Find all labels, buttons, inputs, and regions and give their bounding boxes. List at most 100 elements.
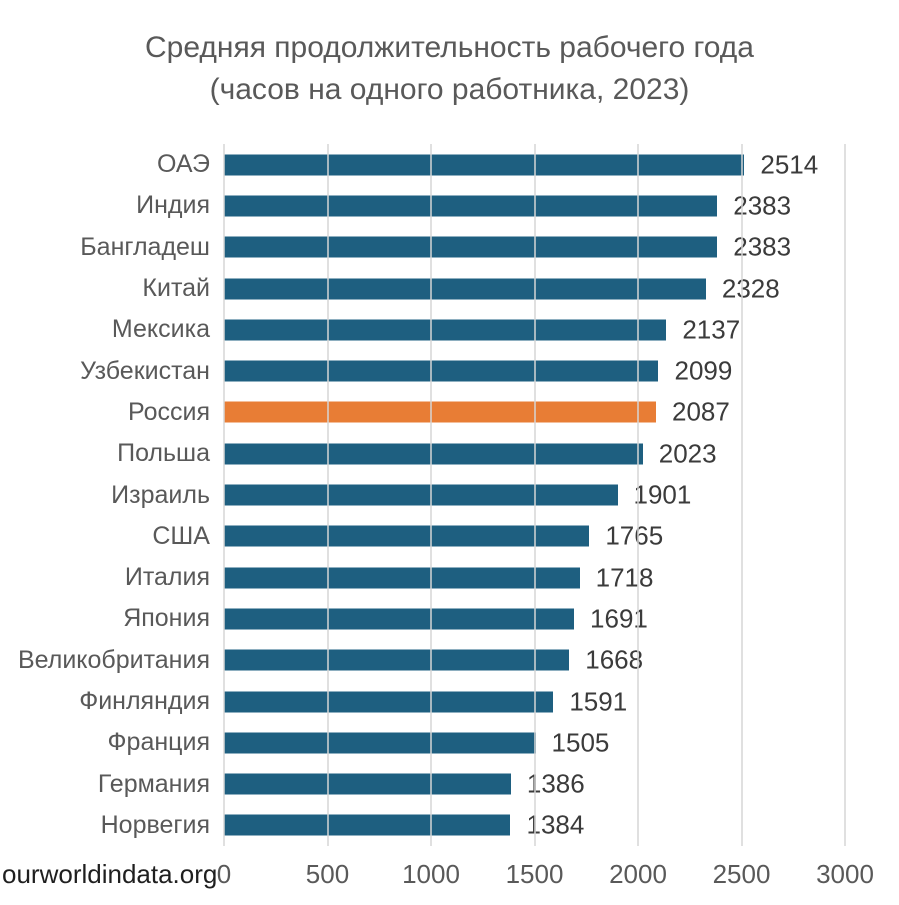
bar-track: 2383 xyxy=(224,227,845,268)
bar-row: США 1765 xyxy=(0,516,845,557)
bar-rows: ОАЭ 2514 Индия 2383 Бангладеш 2383 Китай 2328 Ме… xyxy=(0,144,845,846)
x-axis-tick-label: 1000 xyxy=(402,859,460,889)
bar-row: Китай 2328 xyxy=(0,268,845,309)
bar-row: Бангладеш 2383 xyxy=(0,227,845,268)
bar xyxy=(224,732,536,754)
category-label: Узбекистан xyxy=(80,356,210,385)
bar xyxy=(224,567,580,589)
chart-title-line2: (часов на одного работника, 2023) xyxy=(209,73,690,106)
bar-track: 2087 xyxy=(224,392,845,433)
category-label: Великобритания xyxy=(18,645,210,674)
bar xyxy=(224,649,570,671)
value-label: 1591 xyxy=(569,686,628,716)
plot-area: ОАЭ 2514 Индия 2383 Бангладеш 2383 Китай 2328 Ме… xyxy=(18,144,846,846)
category-label: Китай xyxy=(142,274,210,303)
value-label: 2383 xyxy=(733,231,792,262)
value-label: 1718 xyxy=(595,562,654,593)
bar-track: 2383 xyxy=(224,185,845,226)
bar-track: 1505 xyxy=(224,722,845,763)
bar xyxy=(224,236,718,258)
bar-row: Великобритания 1668 xyxy=(0,640,845,681)
bar-track: 1386 xyxy=(224,763,845,804)
x-axis-tick-label: 500 xyxy=(305,859,350,889)
category-label: Германия xyxy=(97,769,210,798)
x-axis: 0 500 1000 1500 2000 2500 3000 xyxy=(217,846,874,904)
value-label: 2328 xyxy=(721,273,780,304)
bar xyxy=(224,484,618,506)
bar-track: 2328 xyxy=(224,268,845,309)
bar-row: Россия 2087 xyxy=(0,392,845,433)
bar-row: Израиль 1901 xyxy=(0,474,845,515)
x-axis-tick-label: 3000 xyxy=(816,859,874,889)
bar-row: ОАЭ 2514 xyxy=(0,144,845,185)
category-label: Израиль xyxy=(111,480,210,509)
bar-track: 2137 xyxy=(224,309,845,350)
bar-row: Италия 1718 xyxy=(0,557,845,598)
bar-row: Япония 1691 xyxy=(0,598,845,639)
bar-row: Мексика 2137 xyxy=(0,309,845,350)
bar-track: 1591 xyxy=(224,681,845,722)
x-axis-tick-label: 0 xyxy=(216,859,232,889)
bar xyxy=(224,814,511,836)
bar-row: Норвегия 1384 xyxy=(0,805,845,846)
bar-track: 2099 xyxy=(224,350,845,391)
bar-track: 2514 xyxy=(224,144,845,185)
bar xyxy=(224,773,511,795)
value-label: 1505 xyxy=(551,727,610,758)
category-label: Франция xyxy=(107,728,210,757)
bar-track: 1668 xyxy=(224,640,845,681)
category-label: Финляндия xyxy=(79,687,210,715)
category-label: Мексика xyxy=(111,315,210,344)
value-label: 1384 xyxy=(526,809,585,840)
category-label: ОАЭ xyxy=(157,150,210,179)
bar xyxy=(224,154,745,176)
category-label: Япония xyxy=(123,604,210,633)
bar xyxy=(224,608,575,630)
category-label: Норвегия xyxy=(100,810,210,839)
bar-row: Узбекистан 2099 xyxy=(0,350,845,391)
category-label: Бангладеш xyxy=(80,232,210,261)
bar-track: 1718 xyxy=(224,557,845,598)
x-axis-tick-label: 2000 xyxy=(609,859,667,889)
chart-title: Средняя продолжительность рабочего года … xyxy=(0,27,899,111)
value-label: 1691 xyxy=(590,603,648,634)
bar-track: 2023 xyxy=(224,433,845,474)
source-attribution: ourworldindata.org xyxy=(2,859,218,889)
bar xyxy=(224,319,667,341)
value-label: 1668 xyxy=(585,644,644,675)
x-axis-tick-label: 2500 xyxy=(712,859,771,889)
value-label: 2099 xyxy=(674,355,733,386)
bar-track: 1691 xyxy=(224,598,845,639)
bar xyxy=(224,195,718,217)
category-label: Италия xyxy=(124,563,210,592)
bar-track: 1765 xyxy=(224,516,845,557)
value-label: 1765 xyxy=(605,520,664,551)
bar-row: Франция 1505 xyxy=(0,722,845,763)
bar-row: Финляндия 1591 xyxy=(0,681,845,722)
x-axis-tick-label: 1500 xyxy=(505,859,564,889)
category-label: США xyxy=(152,521,210,550)
bar xyxy=(224,525,590,547)
bar xyxy=(224,360,659,382)
value-label: 2383 xyxy=(733,190,792,221)
bar-row: Польша 2023 xyxy=(0,433,845,474)
value-label: 2137 xyxy=(682,314,741,345)
value-label: 1901 xyxy=(633,479,692,510)
value-label: 2087 xyxy=(672,396,730,427)
bar-row: Германия 1386 xyxy=(0,763,845,804)
bar xyxy=(224,278,706,300)
chart-title-line1: Средняя продолжительность рабочего года xyxy=(145,31,754,64)
category-label: Россия xyxy=(128,397,210,426)
bar-track: 1384 xyxy=(224,805,845,846)
bar xyxy=(224,691,554,712)
category-label: Индия xyxy=(136,191,210,220)
bar-highlighted xyxy=(224,401,656,423)
value-label: 2514 xyxy=(760,149,819,180)
bar-row: Индия 2383 xyxy=(0,185,845,226)
bar xyxy=(224,443,643,465)
value-label: 1386 xyxy=(526,768,585,799)
value-label: 2023 xyxy=(658,438,717,469)
bar-track: 1901 xyxy=(224,474,845,515)
category-label: Польша xyxy=(117,439,210,468)
